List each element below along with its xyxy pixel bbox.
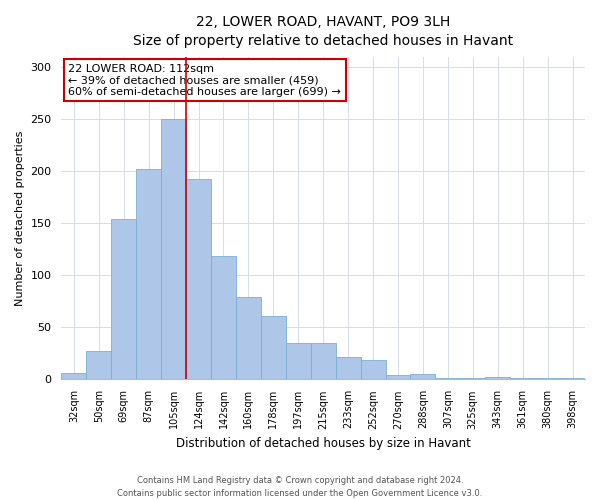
Text: Contains HM Land Registry data © Crown copyright and database right 2024.
Contai: Contains HM Land Registry data © Crown c… — [118, 476, 482, 498]
Bar — [410, 374, 436, 380]
Bar — [136, 169, 161, 380]
Bar — [61, 373, 86, 380]
Bar — [86, 352, 111, 380]
Bar — [361, 360, 386, 380]
Bar — [510, 378, 535, 380]
Bar — [111, 219, 136, 380]
Bar — [436, 378, 460, 380]
Bar — [211, 256, 236, 380]
Bar — [161, 119, 186, 380]
Bar — [335, 356, 361, 380]
Bar — [485, 378, 510, 380]
Title: 22, LOWER ROAD, HAVANT, PO9 3LH
Size of property relative to detached houses in : 22, LOWER ROAD, HAVANT, PO9 3LH Size of … — [133, 15, 513, 48]
Bar — [460, 378, 485, 380]
Text: 22 LOWER ROAD: 112sqm
← 39% of detached houses are smaller (459)
60% of semi-det: 22 LOWER ROAD: 112sqm ← 39% of detached … — [68, 64, 341, 97]
Bar — [236, 297, 261, 380]
Bar — [560, 378, 585, 380]
Bar — [311, 343, 335, 380]
Bar — [286, 343, 311, 380]
Y-axis label: Number of detached properties: Number of detached properties — [15, 130, 25, 306]
Bar — [261, 316, 286, 380]
X-axis label: Distribution of detached houses by size in Havant: Distribution of detached houses by size … — [176, 437, 470, 450]
Bar — [186, 180, 211, 380]
Bar — [535, 378, 560, 380]
Bar — [386, 376, 410, 380]
